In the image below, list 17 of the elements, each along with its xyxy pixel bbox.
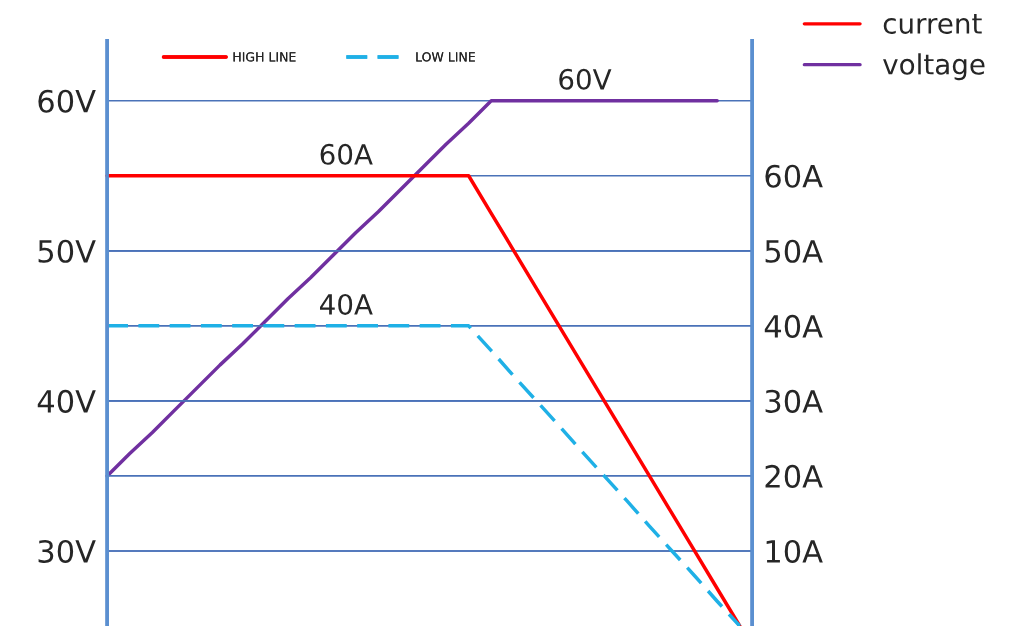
annotation: 60A	[320, 143, 373, 165]
text: current	[883, 14, 982, 34]
y2-tick-label: 10A	[766, 539, 823, 563]
y-tick-label: 60V	[38, 89, 96, 113]
y2-tick-label: 30A	[765, 389, 823, 413]
legend-label: LOW LINE	[416, 52, 475, 62]
y2-tick-label: 20A	[765, 464, 823, 488]
annotation: 40A	[320, 293, 373, 315]
y-tick-label: 50V	[38, 239, 96, 263]
y-tick-label: 40V	[37, 389, 96, 413]
annotation: 60V	[559, 68, 612, 90]
legend-label: voltage	[883, 53, 985, 81]
y-tick-label: 30V	[38, 539, 96, 563]
y2-tick-label: 60A	[765, 164, 823, 188]
legend-label: HIGH LINE	[233, 52, 296, 62]
y2-tick-label: 50A	[765, 239, 823, 263]
y2-tick-label: 40A	[764, 314, 823, 338]
